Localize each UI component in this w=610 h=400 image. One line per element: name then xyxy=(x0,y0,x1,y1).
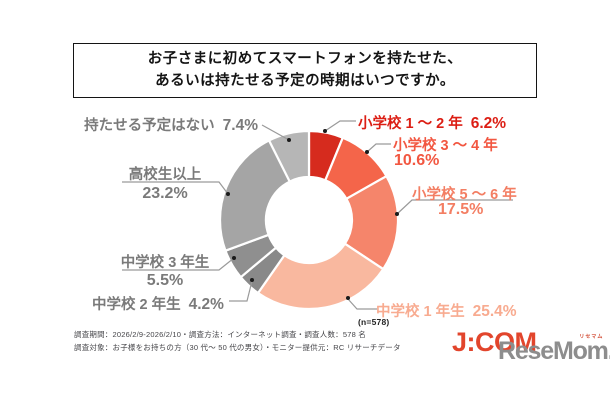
donut-segment-3 xyxy=(256,242,385,311)
leader-no-plan xyxy=(261,124,290,141)
label-no-plan-pct: 7.4% xyxy=(222,117,258,134)
leader-highschool xyxy=(122,181,229,195)
label-jhs2-text: 中学校 2 年生 xyxy=(92,297,181,313)
label-jhs1-text: 中学校 1 年生 xyxy=(376,304,465,320)
leader-dots xyxy=(226,129,399,300)
donut-segment-7 xyxy=(267,129,311,183)
leader-es56 xyxy=(396,199,513,215)
survey-notes: 調査期間：2026/2/9-2026/2/10・調査方法：インターネット調査・調… xyxy=(74,328,401,354)
label-jhs3-pct: 5.5% xyxy=(146,272,184,289)
label-es12: 小学校 1 〜 2 年 6.2% xyxy=(358,112,506,133)
jcom-logo: J:COM xyxy=(452,327,537,357)
leader-es12 xyxy=(324,120,356,132)
donut-segment-6 xyxy=(218,139,291,252)
survey-note-line1: 調査期間：2026/2/9-2026/2/10・調査方法：インターネット調査・調… xyxy=(74,330,366,339)
resemom-kana-label: リセマム xyxy=(579,334,604,340)
survey-note-line2: 調査対象：お子様をお持ちの方（30 代〜 50 代の男女）・モニター提供元：RC… xyxy=(74,343,401,353)
question-title-line2: あるいは持たせる予定の時期はいつですか。 xyxy=(155,72,455,89)
label-es34-pct: 10.6% xyxy=(394,152,440,169)
label-es12-pct: 6.2% xyxy=(470,115,507,132)
label-jhs3-text: 中学校 3 年生 xyxy=(120,255,210,271)
label-es34-text: 小学校 3 〜 4 年 xyxy=(393,138,498,154)
label-jhs1-pct: 25.4% xyxy=(472,303,517,320)
label-es12-text: 小学校 1 〜 2 年 xyxy=(358,116,463,132)
label-jhs1: 中学校 1 年生 25.4% xyxy=(376,300,517,321)
leader-jhs2 xyxy=(229,280,253,302)
label-es56-text: 小学校 5 〜 6 年 xyxy=(412,187,517,203)
sample-size-label: (n=578) xyxy=(358,317,390,327)
leader-jhs3 xyxy=(122,257,235,271)
resemom-wordmark: ReseMom. xyxy=(498,337,610,365)
label-es56-pct: 17.5% xyxy=(438,201,484,218)
question-title-line1: お子さまに初めてスマートフォンを持たせた、 xyxy=(147,50,463,67)
label-highschool-pct: 23.2% xyxy=(142,185,188,202)
resemom-logo: ReseMom. リセマム xyxy=(498,334,610,366)
label-highschool-text: 高校生以上 xyxy=(128,167,202,183)
label-no-plan: 持たせる予定はない 7.4% xyxy=(80,114,258,135)
donut-segments xyxy=(218,129,400,311)
leader-es34 xyxy=(366,143,391,153)
label-jhs2: 中学校 2 年生 4.2% xyxy=(92,293,224,314)
leader-lines xyxy=(122,120,513,310)
question-title-box: お子さまに初めてスマートフォンを持たせた、 あるいは持たせる予定の時期はいつです… xyxy=(73,43,537,98)
label-no-plan-text: 持たせる予定はない xyxy=(84,118,215,134)
label-jhs2-pct: 4.2% xyxy=(188,296,224,313)
leader-jhs1 xyxy=(347,298,377,310)
